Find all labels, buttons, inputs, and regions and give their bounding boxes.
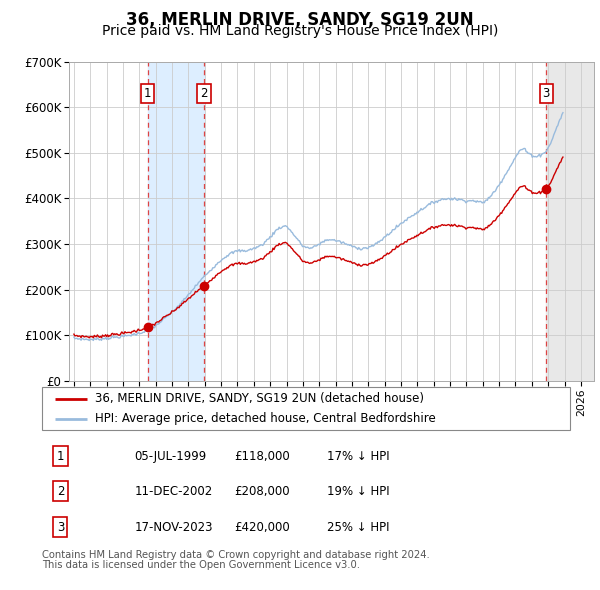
- Text: This data is licensed under the Open Government Licence v3.0.: This data is licensed under the Open Gov…: [42, 560, 360, 571]
- Text: 2: 2: [200, 87, 208, 100]
- FancyBboxPatch shape: [42, 387, 570, 430]
- Text: 17% ↓ HPI: 17% ↓ HPI: [327, 450, 390, 463]
- Text: 11-DEC-2002: 11-DEC-2002: [134, 484, 212, 498]
- Text: Contains HM Land Registry data © Crown copyright and database right 2024.: Contains HM Land Registry data © Crown c…: [42, 550, 430, 560]
- Text: 36, MERLIN DRIVE, SANDY, SG19 2UN (detached house): 36, MERLIN DRIVE, SANDY, SG19 2UN (detac…: [95, 392, 424, 405]
- Text: 36, MERLIN DRIVE, SANDY, SG19 2UN: 36, MERLIN DRIVE, SANDY, SG19 2UN: [126, 11, 474, 29]
- Text: 19% ↓ HPI: 19% ↓ HPI: [327, 484, 390, 498]
- Text: £118,000: £118,000: [235, 450, 290, 463]
- Text: £420,000: £420,000: [235, 521, 290, 534]
- Text: Price paid vs. HM Land Registry's House Price Index (HPI): Price paid vs. HM Land Registry's House …: [102, 24, 498, 38]
- Text: 2: 2: [57, 484, 64, 498]
- Text: 3: 3: [57, 521, 64, 534]
- Text: £208,000: £208,000: [235, 484, 290, 498]
- Text: 3: 3: [542, 87, 550, 100]
- Bar: [546, 62, 594, 381]
- Text: HPI: Average price, detached house, Central Bedfordshire: HPI: Average price, detached house, Cent…: [95, 412, 436, 425]
- Text: 25% ↓ HPI: 25% ↓ HPI: [327, 521, 389, 534]
- Text: 17-NOV-2023: 17-NOV-2023: [134, 521, 213, 534]
- Text: 1: 1: [57, 450, 64, 463]
- Text: 1: 1: [144, 87, 151, 100]
- Text: 05-JUL-1999: 05-JUL-1999: [134, 450, 206, 463]
- Bar: [148, 62, 204, 381]
